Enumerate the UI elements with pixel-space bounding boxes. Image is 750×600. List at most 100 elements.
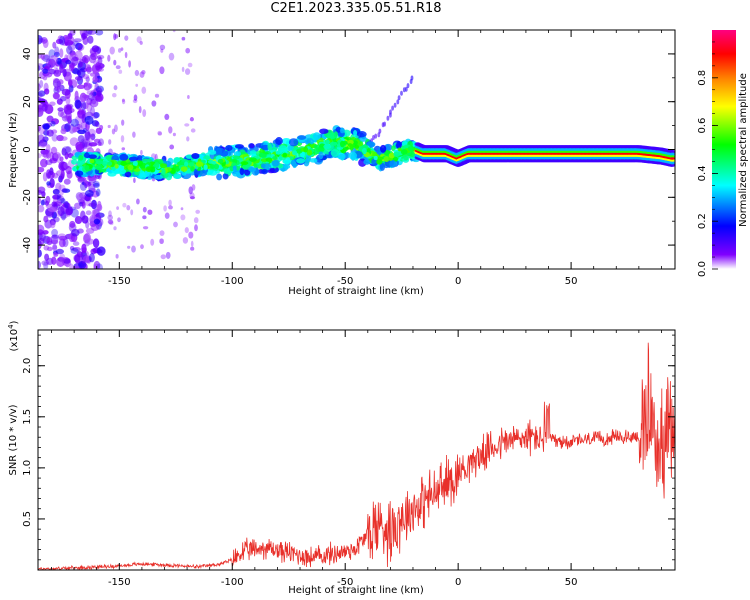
heatmap-cell [84,64,92,71]
heatmap-cell [309,158,318,163]
heatmap-cell [120,135,125,143]
heatmap-cell [383,156,390,162]
x-tick-label: 0 [455,577,461,588]
heatmap-cell [42,149,50,159]
heatmap-cell [172,30,176,33]
heatmap-cell [119,153,129,161]
heatmap-cell [50,239,59,245]
heatmap-cell [142,109,147,118]
heatmap-cell [109,46,115,55]
x-tick-label: 0 [455,276,461,287]
heatmap-cell [159,230,165,236]
heatmap-cell [406,83,410,89]
heatmap-cell [329,141,338,146]
heatmap-cell [72,241,80,246]
heatmap-cell [248,143,255,149]
heatmap-cell [74,99,82,109]
heatmap-cell [113,59,117,66]
heatmap-cell [142,226,149,230]
heatmap-cell [57,206,65,217]
heatmap-cell [386,115,390,121]
heatmap-cell [54,46,60,56]
heatmap-cell [282,152,288,158]
heatmap-cell [95,188,101,197]
heatmap-cell [55,38,64,45]
heatmap-cell [400,90,403,96]
heatmap-cell [139,40,143,45]
heatmap-cell [52,188,60,195]
heatmap-cell [147,209,153,215]
heatmap-cell [216,173,223,181]
heatmap-cell [70,118,79,127]
heatmap-cell [56,134,64,142]
heatmap-cell [121,119,125,126]
heatmap-cell [84,189,94,197]
heatmap-cell [190,128,196,133]
heatmap-cell [339,127,345,134]
heatmap-cell [49,220,56,229]
heatmap-cell [396,141,402,150]
heatmap-cell [195,209,201,214]
heatmap-cell [323,144,332,150]
heatmap-cell [81,247,87,253]
heatmap-cell [87,35,94,44]
heatmap-cell [52,92,60,100]
heatmap-cell [79,92,87,103]
heatmap-cell [52,41,57,49]
heatmap-cell [57,107,64,112]
heatmap-cell [43,123,50,131]
heatmap-cell [187,62,193,68]
heatmap-cell [163,205,167,212]
spectrogram-y-axis-label: Frequency (Hz) [8,112,19,188]
heatmap-cell [222,172,229,180]
heatmap-cell [38,104,43,112]
heatmap-cell [45,195,51,204]
heatmap-cell [164,212,170,219]
heatmap-cell [157,130,162,136]
heatmap-cell [354,144,360,149]
heatmap-cell [296,158,306,164]
heatmap-cell [70,228,80,237]
heatmap-cell [124,35,129,41]
y-tick-label: 0 [22,146,33,152]
heatmap-cell [260,163,266,169]
heatmap-cell [90,223,100,231]
heatmap-cell [159,66,165,75]
heatmap-cell [75,141,84,151]
heatmap-cell [128,156,139,162]
heatmap-cell [49,101,56,107]
heatmap-cell [107,54,111,62]
heatmap-cell [107,214,113,221]
snr-y-multiplier: (x104) [7,320,20,351]
heatmap-cell [234,144,244,149]
colorbar: 0.0 0.2 0.4 0.6 0.8 Normalized spectral ampl… [697,30,749,277]
heatmap-cell [69,263,74,269]
heatmap-cell [133,177,136,184]
heatmap-cell [107,124,111,129]
heatmap-cell [404,86,408,92]
heatmap-cell [90,106,95,117]
heatmap-cell [95,78,101,83]
heatmap-cell [69,245,75,251]
heatmap-cell [407,146,415,152]
heatmap-cell [51,228,59,237]
heatmap-cell [318,151,324,160]
heatmap-cell [209,164,216,169]
heatmap-cell [93,218,101,225]
heatmap-cell [669,159,675,162]
heatmap-cell [225,145,233,151]
heatmap-cell [65,111,72,121]
heatmap-cell [669,155,675,158]
heatmap-cell [146,166,152,170]
heatmap-cell [87,30,97,36]
heatmap-cell [181,36,186,41]
heatmap-cell [89,98,99,108]
x-tick-label: -100 [221,276,244,287]
heatmap-cell [61,148,66,156]
heatmap-cell [303,146,309,153]
heatmap-cell [74,202,81,210]
heatmap-cell [138,105,142,114]
heatmap-cell [337,153,346,160]
heatmap-cell [46,169,51,179]
